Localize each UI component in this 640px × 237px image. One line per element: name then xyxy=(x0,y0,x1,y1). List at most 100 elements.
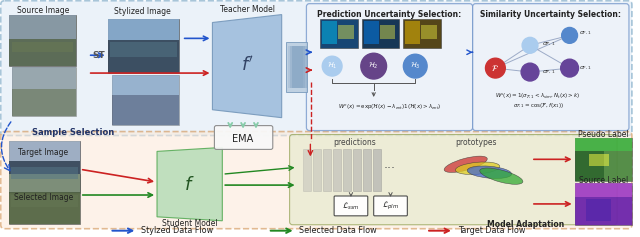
Text: Teacher Model: Teacher Model xyxy=(220,5,275,14)
Bar xyxy=(11,167,78,179)
Bar xyxy=(575,197,632,225)
Bar xyxy=(292,46,307,88)
Bar xyxy=(111,95,179,125)
Text: $\sigma_{F,1}$: $\sigma_{F,1}$ xyxy=(579,64,593,72)
Bar xyxy=(372,149,381,191)
Bar xyxy=(12,89,76,116)
FancyBboxPatch shape xyxy=(214,126,273,149)
Bar xyxy=(343,149,351,191)
Text: Selected Data Flow: Selected Data Flow xyxy=(300,226,377,235)
Bar xyxy=(108,40,179,73)
Bar xyxy=(405,21,420,44)
Text: Selected Image: Selected Image xyxy=(13,193,73,202)
Bar xyxy=(333,149,341,191)
Text: $\mathcal{H}_2$: $\mathcal{H}_2$ xyxy=(369,61,379,71)
Ellipse shape xyxy=(456,162,500,174)
Text: $\mathcal{L}_{ssm}$: $\mathcal{L}_{ssm}$ xyxy=(342,200,360,212)
Text: $f'$: $f'$ xyxy=(241,56,253,75)
Text: Similarity Uncertainty Selection:: Similarity Uncertainty Selection: xyxy=(480,10,621,19)
Bar xyxy=(323,21,337,44)
Bar xyxy=(421,26,437,39)
Bar xyxy=(403,18,441,48)
Ellipse shape xyxy=(467,166,511,178)
Bar xyxy=(11,195,78,207)
Ellipse shape xyxy=(480,168,523,184)
Text: $\sigma_{\mathcal{F},1}$: $\sigma_{\mathcal{F},1}$ xyxy=(542,41,556,48)
Bar xyxy=(364,21,379,44)
FancyBboxPatch shape xyxy=(334,196,368,216)
Text: $\mathcal{H}_3$: $\mathcal{H}_3$ xyxy=(410,61,420,71)
Bar xyxy=(314,149,321,191)
FancyBboxPatch shape xyxy=(1,132,632,229)
Circle shape xyxy=(521,63,539,81)
Circle shape xyxy=(486,58,506,78)
Text: ...: ... xyxy=(383,158,396,171)
Circle shape xyxy=(323,56,342,76)
Bar xyxy=(8,192,80,224)
Bar xyxy=(8,141,80,161)
Text: Target Image: Target Image xyxy=(18,148,68,157)
Bar xyxy=(363,149,371,191)
Polygon shape xyxy=(212,14,282,118)
Circle shape xyxy=(561,59,579,77)
Text: Stylzed Data Flow: Stylzed Data Flow xyxy=(141,226,213,235)
Bar xyxy=(8,161,80,193)
Bar xyxy=(12,42,73,52)
Text: Model Adaptation: Model Adaptation xyxy=(488,220,564,229)
FancyBboxPatch shape xyxy=(472,4,629,131)
Bar xyxy=(575,137,632,181)
Bar xyxy=(575,151,604,181)
Text: ST: ST xyxy=(92,51,105,60)
Bar xyxy=(108,18,179,73)
Bar xyxy=(604,151,632,181)
Bar xyxy=(109,42,177,57)
Bar xyxy=(323,149,331,191)
Text: $W^s(x)=1(\sigma_{\mathcal{F},1}<\lambda_{sim},N_t(x)>k)$: $W^s(x)=1(\sigma_{\mathcal{F},1}<\lambda… xyxy=(495,91,580,100)
FancyBboxPatch shape xyxy=(1,1,632,136)
Text: $\mathcal{F}$: $\mathcal{F}$ xyxy=(492,63,499,73)
Bar xyxy=(575,183,632,225)
Bar xyxy=(12,67,76,116)
Text: $\mathcal{H}_1$: $\mathcal{H}_1$ xyxy=(327,61,337,71)
Bar xyxy=(320,18,358,48)
Bar xyxy=(8,141,80,193)
Bar xyxy=(289,46,305,88)
Bar xyxy=(353,149,361,191)
FancyBboxPatch shape xyxy=(307,4,472,131)
Text: $W^n(x) = \exp(\mathcal{H}(x)-\lambda_{ent})1(\mathcal{H}(x)>\lambda_{ent})$: $W^n(x) = \exp(\mathcal{H}(x)-\lambda_{e… xyxy=(338,103,442,112)
FancyBboxPatch shape xyxy=(289,135,617,225)
Ellipse shape xyxy=(444,156,487,173)
Bar xyxy=(8,14,76,39)
Circle shape xyxy=(562,27,577,43)
FancyBboxPatch shape xyxy=(374,196,407,216)
Text: Pseudo Label: Pseudo Label xyxy=(578,130,628,139)
Text: EMA: EMA xyxy=(232,134,253,145)
Text: Student Model: Student Model xyxy=(162,219,218,228)
Circle shape xyxy=(361,53,387,79)
Text: Source Label: Source Label xyxy=(579,176,628,185)
Text: Source Image: Source Image xyxy=(17,6,69,15)
Text: $\mathcal{L}_{plm}$: $\mathcal{L}_{plm}$ xyxy=(382,200,399,212)
Text: $\sigma_{\mathcal{F},1}=\cos(\mathcal{F},f(x_1))$: $\sigma_{\mathcal{F},1}=\cos(\mathcal{F}… xyxy=(513,102,563,110)
Text: Stylized Image: Stylized Image xyxy=(114,7,170,16)
Bar xyxy=(586,199,611,221)
Bar xyxy=(380,26,396,39)
Circle shape xyxy=(403,54,427,78)
Bar xyxy=(8,39,76,66)
Bar xyxy=(575,183,632,197)
Text: $\sigma_{F,1}$: $\sigma_{F,1}$ xyxy=(579,30,593,37)
Bar xyxy=(589,154,609,166)
Bar xyxy=(111,75,179,95)
Text: Prediction Uncertainty Selection:: Prediction Uncertainty Selection: xyxy=(317,10,461,19)
Text: Sample Selection: Sample Selection xyxy=(33,128,115,137)
Bar xyxy=(8,174,80,224)
Bar xyxy=(12,67,76,89)
Bar xyxy=(303,149,312,191)
Polygon shape xyxy=(157,147,222,221)
Bar xyxy=(575,137,632,151)
Bar xyxy=(8,14,76,66)
Text: predictions: predictions xyxy=(333,138,376,147)
Text: prototypes: prototypes xyxy=(455,138,497,147)
Text: Target Data Flow: Target Data Flow xyxy=(458,226,525,235)
Text: $f$: $f$ xyxy=(184,176,195,194)
